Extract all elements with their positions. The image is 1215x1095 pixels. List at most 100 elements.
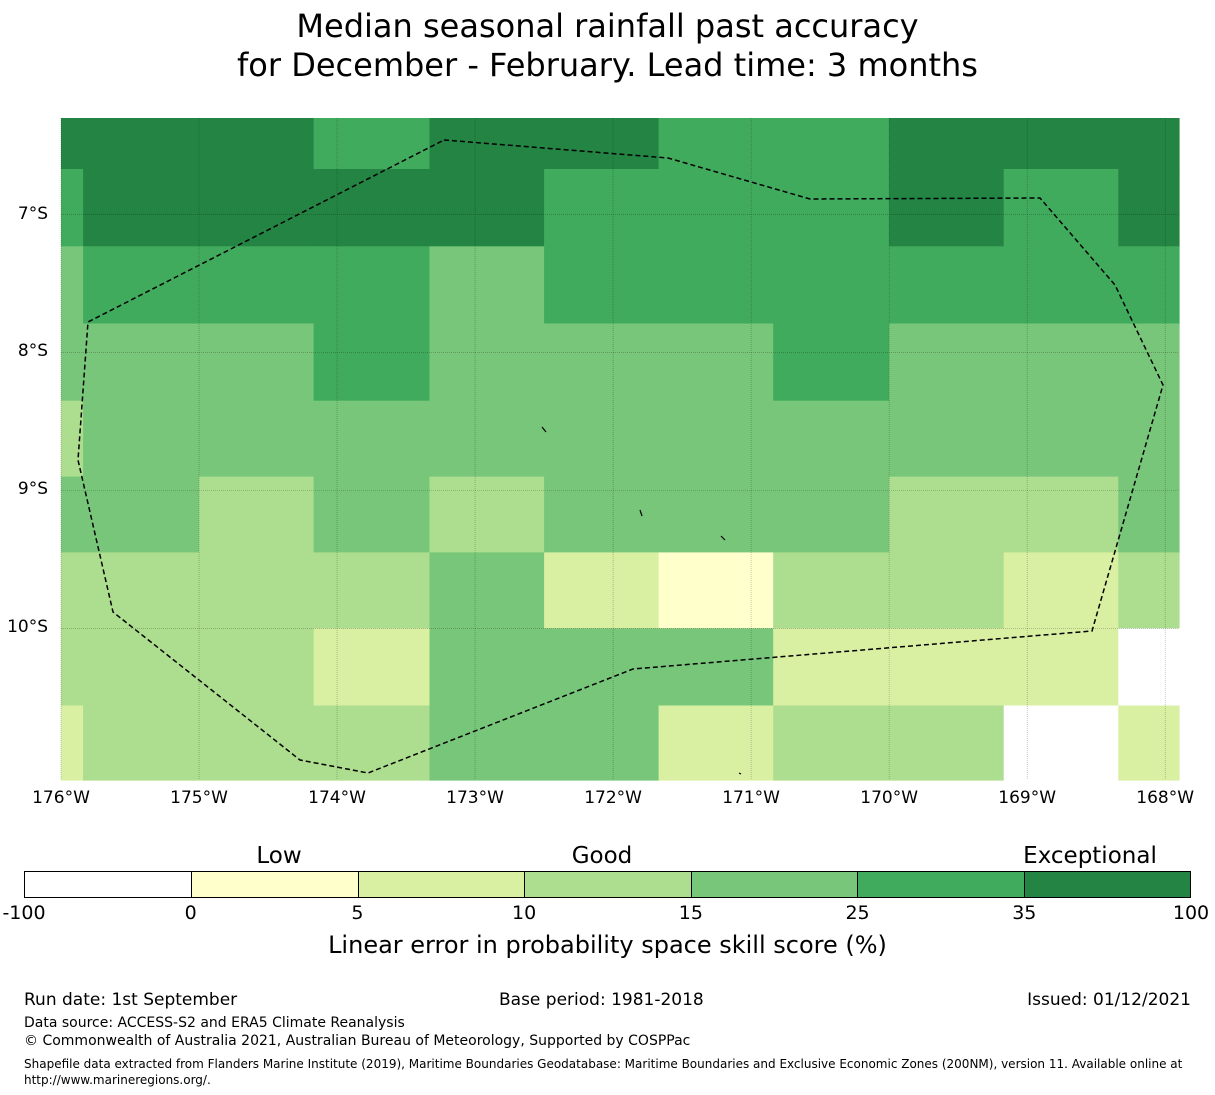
grid-cell bbox=[1118, 246, 1180, 325]
issued-date: Issued: 01/12/2021 bbox=[1027, 990, 1191, 1010]
grid-cell bbox=[83, 169, 200, 247]
colorbar-segment bbox=[25, 872, 192, 897]
legend-category-exceptional: Exceptional bbox=[1023, 843, 1157, 869]
grid-cell bbox=[773, 705, 890, 781]
grid-cell bbox=[1003, 323, 1119, 402]
grid-cell bbox=[61, 552, 84, 629]
grid-cell bbox=[889, 705, 1005, 781]
grid-cell bbox=[429, 705, 545, 781]
grid-cell bbox=[773, 552, 890, 629]
longitude-label: 171°W bbox=[722, 788, 780, 808]
grid-cell bbox=[544, 628, 660, 707]
grid-cell bbox=[61, 169, 84, 247]
grid-cell bbox=[313, 705, 431, 781]
colorbar-segment bbox=[524, 872, 691, 897]
grid-cell bbox=[658, 476, 774, 554]
grid-cell bbox=[313, 118, 431, 170]
grid-cell bbox=[889, 323, 1005, 402]
longitude-label: 173°W bbox=[446, 788, 504, 808]
colorbar-tick-label: 100 bbox=[1172, 902, 1210, 924]
map-gridlines bbox=[60, 118, 1179, 780]
grid-cell bbox=[83, 628, 200, 707]
grid-cell bbox=[889, 246, 1005, 325]
latitude-label: 9°S bbox=[17, 479, 48, 500]
colorbar-segment bbox=[690, 872, 858, 897]
grid-cell bbox=[889, 476, 1005, 554]
grid-cell bbox=[1118, 552, 1180, 629]
grid-cell bbox=[83, 323, 200, 402]
latitude-label: 7°S bbox=[17, 203, 48, 224]
grid-cell bbox=[889, 400, 1005, 478]
grid-cell bbox=[199, 552, 315, 629]
island-mark bbox=[720, 535, 726, 541]
colorbar-segment bbox=[357, 872, 525, 897]
grid-cell bbox=[199, 705, 315, 781]
grid-cell bbox=[1118, 476, 1180, 554]
legend-category-good: Good bbox=[571, 843, 633, 869]
grid-cell bbox=[658, 169, 774, 247]
grid-cell bbox=[61, 246, 84, 325]
longitude-label: 168°W bbox=[1136, 788, 1195, 808]
island-mark bbox=[738, 772, 742, 775]
grid-cell bbox=[658, 246, 774, 325]
chart-title-line-1: Median seasonal rainfall past accuracy bbox=[296, 7, 919, 45]
grid-cell bbox=[429, 628, 545, 707]
grid-cell bbox=[313, 323, 431, 402]
grid-cell bbox=[61, 323, 84, 402]
grid-cell bbox=[429, 552, 545, 629]
grid-cell bbox=[773, 118, 890, 170]
longitude-label: 174°W bbox=[308, 788, 366, 808]
colorbar-tick-label: 10 bbox=[512, 902, 537, 924]
grid-cell bbox=[773, 400, 890, 478]
grid-cell bbox=[61, 400, 84, 478]
island-mark bbox=[541, 426, 547, 433]
longitude-label: 172°W bbox=[584, 788, 642, 808]
grid-cell bbox=[1003, 169, 1119, 247]
shapefile-credit: Shapefile data extracted from Flanders M… bbox=[24, 1057, 1183, 1071]
copyright: © Commonwealth of Australia 2021, Austra… bbox=[24, 1033, 691, 1049]
grid-cell bbox=[773, 246, 890, 325]
grid-cell bbox=[429, 246, 545, 325]
grid-cell bbox=[1003, 628, 1119, 707]
grid-cell bbox=[199, 476, 315, 554]
colorbar-tick-label: -100 bbox=[2, 902, 46, 924]
grid-cell bbox=[1118, 323, 1180, 402]
grid-cell bbox=[429, 400, 545, 478]
colorbar-tick-label: 15 bbox=[678, 902, 703, 924]
grid-cell bbox=[1003, 118, 1119, 170]
grid-cell bbox=[658, 323, 774, 402]
grid-cell bbox=[773, 628, 890, 707]
grid-cell bbox=[658, 400, 774, 478]
colorbar-tick-label: 25 bbox=[845, 902, 870, 924]
grid-cell bbox=[429, 169, 545, 247]
grid-cell bbox=[83, 476, 200, 554]
longitude-label: 176°W bbox=[32, 788, 90, 808]
grid-cell bbox=[83, 118, 200, 170]
eez-boundary bbox=[77, 139, 1164, 774]
colorbar-segment bbox=[1023, 872, 1190, 897]
grid-cell bbox=[1003, 705, 1119, 781]
grid-cell bbox=[83, 400, 200, 478]
run-date: Run date: 1st September bbox=[24, 990, 238, 1010]
grid-cell bbox=[199, 628, 315, 707]
grid-cell bbox=[429, 476, 545, 554]
grid-cell bbox=[83, 552, 200, 629]
grid-cell bbox=[658, 118, 774, 170]
grid-cell bbox=[544, 323, 660, 402]
grid-cell bbox=[544, 705, 660, 781]
grid-cell bbox=[544, 476, 660, 554]
grid-cell bbox=[1118, 118, 1180, 170]
grid-cell bbox=[313, 476, 431, 554]
grid-cell bbox=[199, 246, 315, 325]
grid-cell bbox=[199, 169, 315, 247]
skill-score-map bbox=[60, 118, 1180, 781]
grid-cell bbox=[61, 705, 84, 781]
grid-cell bbox=[544, 169, 660, 247]
grid-cell bbox=[313, 246, 431, 325]
grid-cell bbox=[61, 476, 84, 554]
grid-cell bbox=[1003, 476, 1119, 554]
longitude-label: 175°W bbox=[170, 788, 228, 808]
latitude-label: 10°S bbox=[7, 617, 48, 638]
grid-cell bbox=[83, 246, 200, 325]
grid-cell bbox=[313, 552, 431, 629]
